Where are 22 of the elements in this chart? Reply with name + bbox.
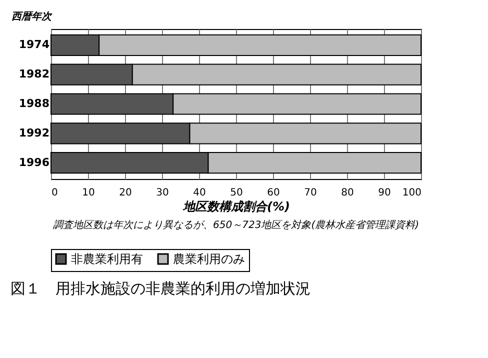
x-tick-label: 20: [119, 188, 132, 198]
x-tick-label: 90: [378, 188, 391, 198]
y-tick-label: 1988: [18, 97, 50, 110]
legend-label: 非農業利用有: [71, 252, 143, 266]
x-tick-label: 60: [267, 188, 280, 198]
text: 調査地区数は年次により異なるが、650～723地区を対象(農林水産省管理課資料): [53, 219, 419, 231]
x-tick-label: 30: [156, 188, 169, 198]
y-tick-label: 1996: [18, 156, 50, 169]
text: 図１ 用排水施設の非農業的利用の増加状況: [10, 280, 310, 298]
x-axis-title: 地区数構成割合(%): [182, 200, 290, 214]
x-tick-label: 80: [341, 188, 354, 198]
y-axis-title: 西暦年次: [12, 10, 52, 22]
y-tick-label: 1974: [18, 38, 50, 52]
y-tick-label: 1982: [18, 68, 50, 81]
legend-label: 農業利用のみ: [173, 252, 245, 266]
x-tick-label: 0: [52, 188, 58, 198]
x-tick-label: 10: [82, 188, 95, 198]
x-tick-label: 100: [402, 188, 422, 198]
x-tick-label: 50: [230, 188, 243, 198]
x-tick-label: 70: [304, 188, 317, 198]
y-tick-label: 1992: [18, 126, 50, 140]
x-tick-label: 40: [193, 188, 206, 198]
